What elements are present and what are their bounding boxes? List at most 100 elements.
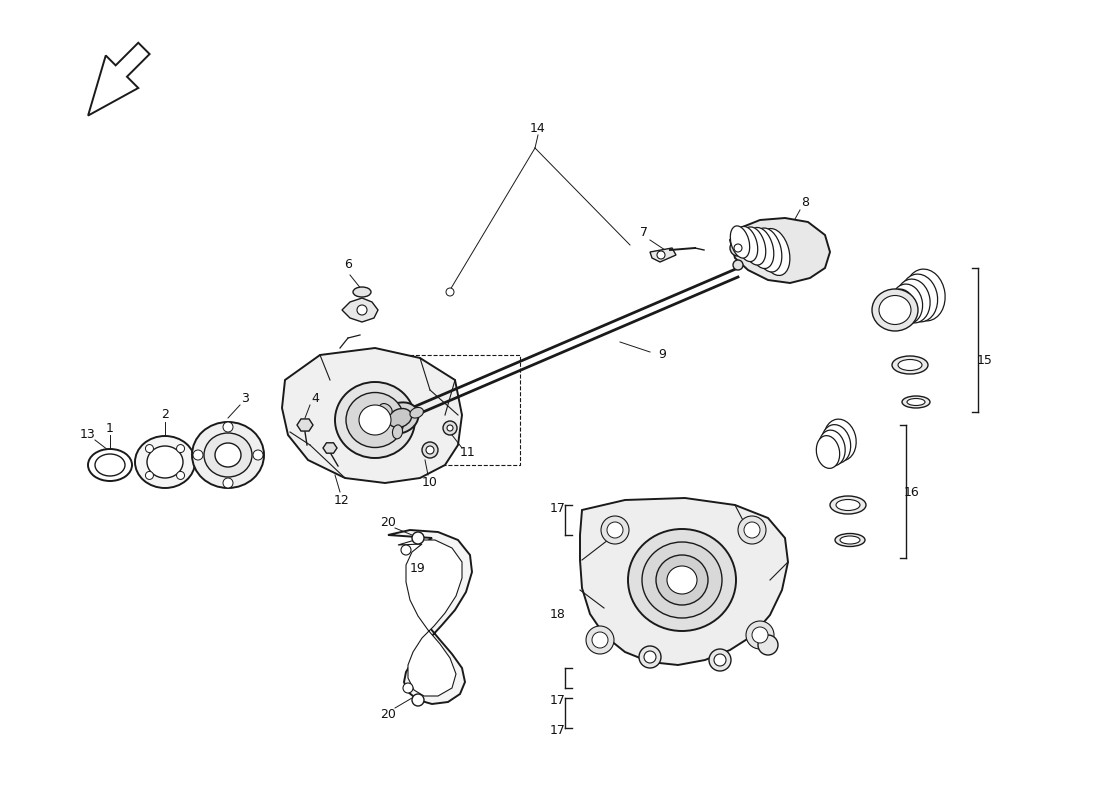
Polygon shape [650,248,676,262]
Circle shape [730,240,746,256]
Circle shape [447,425,453,431]
Text: 17: 17 [550,502,565,514]
Circle shape [744,522,760,538]
Circle shape [639,646,661,668]
Text: 2: 2 [161,409,169,422]
Circle shape [586,626,614,654]
Circle shape [752,627,768,643]
Text: 19: 19 [410,562,426,574]
Ellipse shape [95,454,125,476]
Ellipse shape [214,443,241,467]
Polygon shape [398,540,462,696]
Circle shape [192,450,204,460]
Text: 20: 20 [381,515,396,529]
Text: 20: 20 [381,709,396,722]
Polygon shape [388,530,472,704]
Ellipse shape [872,289,918,331]
Circle shape [443,421,456,435]
Text: 12: 12 [334,494,350,506]
Circle shape [412,694,424,706]
Ellipse shape [898,359,922,370]
Ellipse shape [346,393,404,447]
Ellipse shape [667,566,697,594]
Text: 15: 15 [977,354,993,366]
Ellipse shape [388,409,411,427]
Ellipse shape [353,287,371,297]
Ellipse shape [192,422,264,488]
Circle shape [601,516,629,544]
Circle shape [412,532,424,544]
Ellipse shape [760,229,790,275]
Text: 10: 10 [422,475,438,489]
Circle shape [358,305,367,315]
Ellipse shape [382,402,418,434]
Ellipse shape [892,356,928,374]
Ellipse shape [359,405,390,435]
Circle shape [607,522,623,538]
Text: 14: 14 [530,122,546,134]
Text: 16: 16 [904,486,920,498]
Polygon shape [580,498,788,665]
Ellipse shape [748,227,773,269]
Circle shape [145,445,153,453]
Ellipse shape [393,425,403,439]
Ellipse shape [818,430,845,466]
Circle shape [145,471,153,479]
Ellipse shape [736,226,758,262]
Ellipse shape [816,436,839,468]
Ellipse shape [887,289,915,325]
Circle shape [644,651,656,663]
Circle shape [426,446,434,454]
Ellipse shape [147,446,183,478]
Circle shape [758,635,778,655]
Ellipse shape [836,499,860,510]
Circle shape [714,654,726,666]
Polygon shape [323,443,337,453]
Ellipse shape [895,279,931,323]
Ellipse shape [730,226,750,258]
Ellipse shape [902,396,930,408]
Circle shape [253,450,263,460]
Text: 7: 7 [640,226,648,238]
Ellipse shape [908,398,925,406]
Text: 13: 13 [80,427,96,441]
Circle shape [592,632,608,648]
Text: 17: 17 [550,723,565,737]
Ellipse shape [656,555,708,605]
Text: 3: 3 [241,391,249,405]
Polygon shape [342,298,378,322]
Ellipse shape [901,274,937,322]
Ellipse shape [824,419,856,461]
Ellipse shape [135,436,195,488]
Ellipse shape [742,227,766,265]
Text: 11: 11 [460,446,476,458]
Circle shape [734,244,742,252]
Ellipse shape [891,284,923,324]
Circle shape [402,545,411,555]
Text: 9: 9 [658,349,666,362]
Circle shape [223,422,233,432]
Ellipse shape [879,295,911,325]
Ellipse shape [905,269,945,321]
Circle shape [223,478,233,488]
Ellipse shape [755,228,782,272]
Circle shape [403,683,412,693]
Polygon shape [88,42,150,115]
Ellipse shape [822,425,850,463]
Text: 17: 17 [550,694,565,706]
Ellipse shape [379,403,392,415]
Ellipse shape [642,542,722,618]
Polygon shape [730,218,830,283]
Ellipse shape [840,536,860,544]
Text: 4: 4 [311,391,319,405]
Circle shape [177,445,185,453]
Circle shape [746,621,774,649]
Text: 18: 18 [550,609,565,622]
Polygon shape [297,419,313,431]
Circle shape [422,442,438,458]
Ellipse shape [88,449,132,481]
Circle shape [710,649,732,671]
Ellipse shape [410,407,424,418]
Text: 6: 6 [344,258,352,271]
Ellipse shape [835,534,865,546]
